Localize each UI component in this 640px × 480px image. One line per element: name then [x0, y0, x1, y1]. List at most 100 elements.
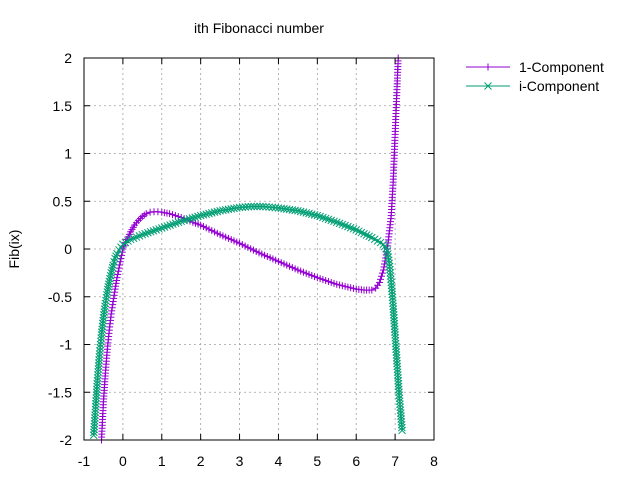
data-point-cross	[185, 214, 194, 223]
y-tick-label: 2	[64, 50, 72, 66]
data-point-cross	[341, 221, 349, 230]
x-tick-label: 4	[275, 453, 283, 469]
data-point-cross	[354, 227, 363, 236]
data-point-cross	[174, 218, 183, 227]
data-point-cross	[152, 226, 161, 234]
y-tick-label: -1	[60, 337, 73, 353]
y-tick-label: -1.5	[48, 384, 72, 400]
data-point-cross	[94, 359, 103, 367]
data-point-cross	[93, 376, 102, 385]
data-point-plus	[168, 211, 176, 219]
data-point-cross	[335, 219, 344, 228]
data-point-cross	[268, 203, 277, 212]
data-point-cross	[106, 274, 114, 283]
data-point-cross	[357, 228, 366, 237]
data-point-cross	[105, 277, 114, 286]
legend: 1-Component i-Component	[466, 59, 604, 94]
legend-item: 1-Component	[466, 59, 604, 75]
data-point-cross	[324, 215, 333, 224]
data-point-cross	[386, 272, 395, 280]
legend-label: 1-Component	[519, 59, 604, 75]
data-point-cross	[352, 226, 361, 234]
y-tick-label: 1	[64, 146, 72, 162]
data-point-plus	[142, 210, 150, 218]
x-tick-label: 8	[430, 453, 438, 469]
data-point-cross	[385, 259, 394, 268]
data-point-cross	[338, 220, 347, 229]
data-point-cross	[135, 232, 144, 240]
data-point-cross	[321, 214, 330, 223]
x-tick-label: 3	[236, 453, 244, 469]
data-point-cross	[387, 284, 396, 293]
data-point-cross	[166, 221, 174, 229]
x-tick-label: 0	[119, 453, 127, 469]
data-point-cross	[177, 217, 186, 226]
data-point-plus	[378, 269, 386, 277]
legend-label: i-Component	[519, 78, 599, 94]
data-point-cross	[382, 244, 390, 253]
data-point-cross	[171, 219, 180, 228]
data-point-cross	[398, 426, 406, 435]
data-point-cross	[155, 225, 163, 233]
data-point-cross	[108, 266, 116, 275]
data-point-plus	[377, 275, 385, 283]
data-point-plus	[166, 210, 174, 218]
data-point-cross	[94, 362, 103, 370]
data-point-cross	[149, 227, 158, 235]
data-point-cross	[389, 299, 397, 308]
data-point-cross	[396, 403, 405, 412]
data-point-cross	[244, 202, 253, 211]
y-axis-label: Fib(ix)	[6, 230, 22, 269]
data-point-cross	[132, 233, 141, 241]
data-point-cross	[95, 356, 103, 364]
y-tick-label: 0.5	[53, 193, 73, 209]
data-point-cross	[386, 265, 394, 274]
legend-item: i-Component	[466, 78, 599, 94]
y-tick-label: -2	[60, 432, 73, 448]
data-point-cross	[362, 231, 371, 239]
data-point-plus	[368, 286, 376, 294]
data-point-cross	[395, 397, 404, 406]
data-point-cross	[313, 211, 322, 220]
data-point-cross	[160, 223, 169, 231]
data-point-plus	[379, 266, 387, 274]
data-point-cross	[387, 275, 395, 284]
data-point-cross	[169, 220, 177, 229]
y-tick-label: -0.5	[48, 289, 72, 305]
data-point-cross	[384, 256, 393, 265]
data-point-cross	[163, 222, 172, 230]
data-point-cross	[386, 269, 395, 277]
data-point-cross	[383, 250, 392, 258]
data-point-cross	[94, 368, 102, 376]
data-point-plus	[484, 63, 492, 71]
chart-title: ith Fibonacci number	[194, 20, 324, 36]
data-point-cross	[141, 229, 149, 238]
data-point-cross	[365, 232, 374, 241]
data-point-cross	[194, 212, 202, 221]
x-tick-label: 5	[313, 453, 321, 469]
data-point-plus	[114, 270, 122, 278]
series-i-component	[89, 202, 406, 440]
data-point-cross	[384, 253, 393, 261]
data-point-cross	[97, 334, 106, 342]
data-point-plus	[118, 248, 126, 256]
data-point-cross	[144, 228, 152, 237]
data-point-cross	[388, 287, 396, 296]
data-point-cross	[96, 343, 105, 352]
data-point-cross	[387, 278, 396, 287]
data-point-cross	[180, 216, 188, 225]
data-point-cross	[310, 211, 319, 219]
data-point-cross	[330, 217, 338, 226]
data-point-cross	[191, 213, 199, 222]
x-tick-label: 6	[352, 453, 360, 469]
data-point-plus	[380, 263, 388, 271]
axis-ticks: -1 0 1 2 3 4 5 6 7 8 -2 -1.5 -1 -0.5 0 0.5 1 1.5 2	[48, 50, 438, 469]
data-point-cross	[112, 252, 120, 261]
data-point-cross	[380, 242, 389, 251]
data-point-cross	[96, 337, 105, 346]
data-point-cross	[182, 215, 191, 224]
data-point-cross	[113, 249, 121, 258]
data-point-cross	[107, 269, 116, 277]
data-point-cross	[256, 202, 264, 211]
